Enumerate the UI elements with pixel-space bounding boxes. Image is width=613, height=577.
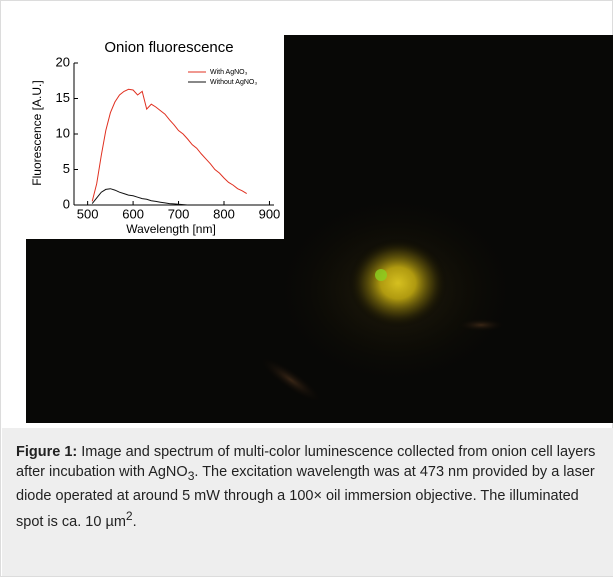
page: {"chart_data": {"type": "line", "title":… (0, 0, 613, 577)
y-tick-label: 20 (56, 54, 70, 69)
y-tick-label: 0 (63, 196, 70, 211)
chart-title: Onion fluorescence (104, 39, 233, 56)
legend-label: With AgNO₃ (210, 69, 248, 76)
y-tick-label: 15 (56, 90, 70, 105)
x-tick-label: 900 (259, 206, 281, 221)
x-axis-label: Wavelength [nm] (126, 222, 216, 236)
x-tick-label: 500 (77, 206, 99, 221)
x-tick-label: 600 (122, 206, 144, 221)
caption-text: . (133, 514, 137, 530)
orange-speck (456, 318, 506, 332)
figure-frame: Onion fluorescence Fluorescence [A.U.] W… (0, 0, 613, 577)
caption-label: Figure 1: (16, 444, 77, 460)
legend-label: Without AgNO₃ (210, 79, 257, 86)
y-tick-label: 5 (63, 161, 70, 176)
x-tick-label: 800 (213, 206, 235, 221)
spectrum-chart: Onion fluorescence Fluorescence [A.U.] W… (26, 35, 284, 239)
caption: Figure 1: Image and spectrum of multi-co… (2, 428, 613, 576)
y-axis-label: Fluorescence [A.U.] (30, 80, 44, 185)
green-speck (375, 269, 387, 281)
luminescent-spot (348, 238, 448, 328)
x-tick-label: 700 (168, 206, 190, 221)
y-tick-label: 10 (56, 125, 70, 140)
caption-text: 2 (126, 509, 133, 523)
